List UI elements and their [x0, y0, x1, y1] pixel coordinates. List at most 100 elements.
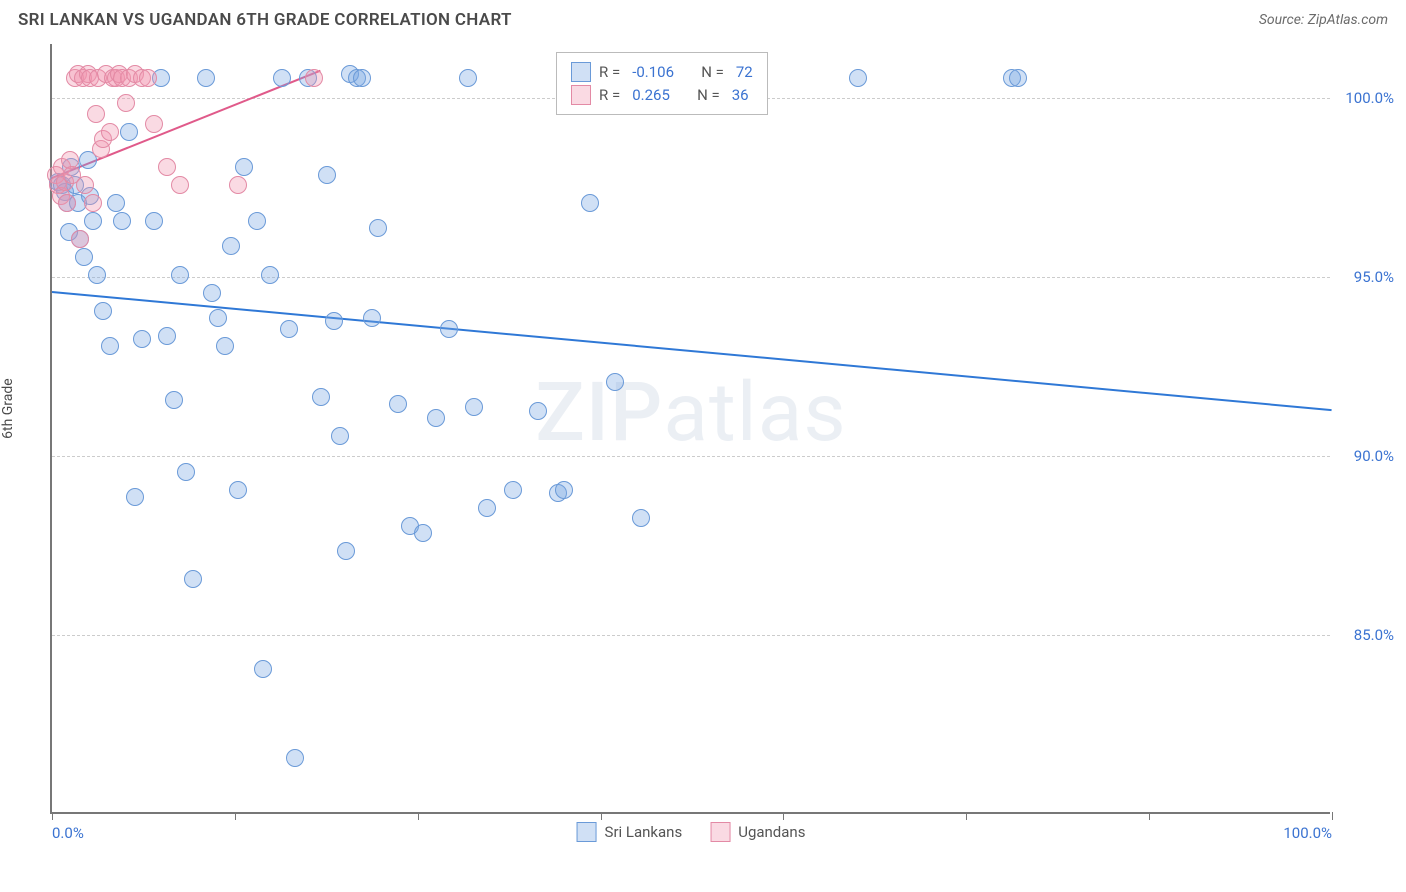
gridline [52, 635, 1330, 636]
correlation-legend: R =-0.106 N =72 R = 0.265 N =36 [556, 52, 768, 115]
legend-label: Sri Lankans [605, 823, 683, 841]
data-point [209, 309, 227, 327]
data-point [427, 409, 445, 427]
legend-row: R =-0.106 N =72 [571, 62, 753, 82]
x-tick-label: 100.0% [1283, 824, 1332, 842]
data-point [101, 337, 119, 355]
x-tick [52, 812, 53, 820]
data-point [84, 194, 102, 212]
y-tick-label: 95.0% [1354, 268, 1394, 286]
y-tick-label: 85.0% [1354, 626, 1394, 644]
gridline [52, 277, 1330, 278]
watermark: ZIPatlas [535, 365, 846, 461]
data-point [312, 388, 330, 406]
series-legend: Sri Lankans Ugandans [577, 822, 806, 842]
data-point [331, 427, 349, 445]
data-point [606, 373, 624, 391]
data-point [504, 481, 522, 499]
legend-item: Ugandans [710, 822, 805, 842]
data-point [158, 158, 176, 176]
data-point [261, 266, 279, 284]
data-point [88, 266, 106, 284]
data-point [145, 212, 163, 230]
data-point [216, 337, 234, 355]
chart-container: SRI LANKAN VS UGANDAN 6TH GRADE CORRELAT… [0, 0, 1406, 892]
data-point [478, 499, 496, 517]
data-point [139, 69, 157, 87]
data-point [184, 570, 202, 588]
data-point [171, 266, 189, 284]
legend-swatch [710, 822, 730, 842]
data-point [87, 105, 105, 123]
data-point [229, 481, 247, 499]
data-point [440, 320, 458, 338]
data-point [203, 284, 221, 302]
y-tick-label: 100.0% [1345, 89, 1394, 107]
legend-row: R = 0.265 N =36 [571, 85, 753, 105]
data-point [555, 481, 573, 499]
data-point [337, 542, 355, 560]
x-tick [966, 812, 967, 820]
x-tick-label: 0.0% [52, 824, 84, 842]
data-point [229, 176, 247, 194]
data-point [76, 176, 94, 194]
data-point [117, 94, 135, 112]
data-point [353, 69, 371, 87]
data-point [632, 509, 650, 527]
legend-swatch [577, 822, 597, 842]
y-axis-label: 6th Grade [0, 378, 16, 439]
x-tick [783, 812, 784, 820]
chart-title: SRI LANKAN VS UGANDAN 6TH GRADE CORRELAT… [18, 10, 512, 30]
data-point [94, 302, 112, 320]
data-point [107, 194, 125, 212]
data-point [369, 219, 387, 237]
data-point [71, 230, 89, 248]
data-point [120, 123, 138, 141]
data-point [197, 69, 215, 87]
data-point [235, 158, 253, 176]
data-point [305, 69, 323, 87]
data-point [414, 524, 432, 542]
x-tick [1149, 812, 1150, 820]
data-point [171, 176, 189, 194]
data-point [581, 194, 599, 212]
data-point [248, 212, 266, 230]
data-point [254, 660, 272, 678]
data-point [133, 330, 151, 348]
data-point [325, 312, 343, 330]
source-attribution: Source: ZipAtlas.com [1259, 12, 1388, 28]
data-point [75, 248, 93, 266]
data-point [222, 237, 240, 255]
data-point [465, 398, 483, 416]
data-point [459, 69, 477, 87]
x-tick [235, 812, 236, 820]
data-point [1009, 69, 1027, 87]
data-point [849, 69, 867, 87]
legend-swatch [571, 85, 591, 105]
data-point [101, 123, 119, 141]
data-point [280, 320, 298, 338]
data-point [113, 212, 131, 230]
data-point [58, 194, 76, 212]
x-tick [418, 812, 419, 820]
data-point [126, 488, 144, 506]
plot-area: ZIPatlas 85.0%90.0%95.0%100.0%0.0%100.0%… [50, 44, 1330, 814]
y-tick-label: 90.0% [1354, 447, 1394, 465]
data-point [318, 166, 336, 184]
data-point [529, 402, 547, 420]
x-tick [1332, 812, 1333, 820]
data-point [177, 463, 195, 481]
legend-item: Sri Lankans [577, 822, 683, 842]
legend-label: Ugandans [738, 823, 805, 841]
data-point [145, 115, 163, 133]
x-tick [601, 812, 602, 820]
data-point [363, 309, 381, 327]
data-point [84, 212, 102, 230]
trendline [52, 291, 1332, 411]
data-point [273, 69, 291, 87]
data-point [286, 749, 304, 767]
data-point [158, 327, 176, 345]
data-point [165, 391, 183, 409]
gridline [52, 456, 1330, 457]
legend-swatch [571, 62, 591, 82]
